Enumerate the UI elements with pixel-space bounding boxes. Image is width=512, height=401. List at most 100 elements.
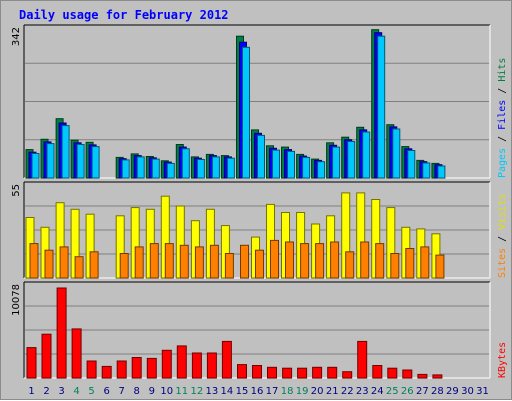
visits-sites-bar-sites-day-5 xyxy=(89,251,99,279)
x-tick-label-day-7: 7 xyxy=(119,386,125,397)
kbytes-bar-kbytes-day-4 xyxy=(71,328,82,379)
series-label-part: Visits xyxy=(497,194,508,230)
visits-sites-bar-sites-day-12 xyxy=(194,246,204,279)
visits-sites-bar-sites-day-2 xyxy=(44,249,54,279)
kbytes-bar-kbytes-day-27 xyxy=(417,373,428,379)
visits-sites-bar-sites-day-1 xyxy=(29,243,39,279)
hits-files-pages-bar-pages-day-3 xyxy=(61,125,70,179)
kbytes-bar-kbytes-day-25 xyxy=(387,367,398,379)
visits-sites-bar-sites-day-28 xyxy=(435,254,445,279)
kbytes-bar-kbytes-day-16 xyxy=(252,365,262,379)
x-tick-label-day-31: 31 xyxy=(476,386,489,397)
visits-sites-bar-sites-day-21 xyxy=(330,241,340,279)
kbytes-bar-kbytes-day-21 xyxy=(327,366,338,379)
x-tick-label-day-14: 14 xyxy=(221,386,234,397)
visits-sites-bar-sites-day-13 xyxy=(209,244,219,279)
series-label-part: Hits xyxy=(497,58,508,82)
hits-files-pages-bar-pages-day-28 xyxy=(437,165,446,179)
hits-files-pages-bar-pages-day-9 xyxy=(151,158,160,179)
x-tick-label-day-26: 26 xyxy=(401,386,414,397)
series-label-part: / xyxy=(497,230,508,248)
x-tick-label-day-1: 1 xyxy=(28,386,34,397)
hits-files-pages-bar-pages-day-17 xyxy=(272,149,280,179)
kbytes-bar-kbytes-day-8 xyxy=(131,357,142,379)
hits-files-pages-bar-pages-day-23 xyxy=(362,131,371,179)
hits-files-pages-bar-pages-day-4 xyxy=(76,144,85,179)
kbytes-bar-kbytes-day-9 xyxy=(146,357,157,379)
visits-sites-bar-sites-day-17 xyxy=(270,239,279,279)
hits-files-pages-bar-pages-day-11 xyxy=(181,148,190,179)
kbytes-bar-kbytes-day-19 xyxy=(297,367,308,379)
hits-files-pages-bar-pages-day-22 xyxy=(347,141,356,179)
x-tick-label-day-13: 13 xyxy=(206,386,219,397)
hits-files-pages-bar-pages-day-8 xyxy=(136,156,145,179)
x-tick-label-day-12: 12 xyxy=(191,386,204,397)
visits-sites-bar-sites-day-19 xyxy=(300,243,310,279)
kbytes-bar-kbytes-day-18 xyxy=(282,367,293,379)
x-tick-label-day-2: 2 xyxy=(43,386,49,397)
hits-files-pages-bar-pages-day-27 xyxy=(422,162,431,179)
kbytes-bar-kbytes-day-1 xyxy=(26,347,37,379)
kbytes-bar-kbytes-day-15 xyxy=(237,364,247,379)
kbytes-bar-kbytes-day-6 xyxy=(101,365,112,379)
kbytes-bar-kbytes-day-2 xyxy=(41,333,52,379)
series-label-part: Files xyxy=(497,100,508,130)
kbytes-ymax-label: 10078 xyxy=(11,284,22,316)
hits-files-pages-bar-pages-day-15 xyxy=(242,46,250,179)
kbytes-bar-kbytes-day-12 xyxy=(191,352,202,379)
kbytes-bar-kbytes-day-22 xyxy=(342,371,353,379)
series-label-part: / xyxy=(497,130,508,148)
visits-sites-ymax-label: 55 xyxy=(11,184,22,197)
kbytes-bar-kbytes-day-11 xyxy=(176,345,187,379)
x-tick-label-day-23: 23 xyxy=(356,386,369,397)
x-tick-label-day-5: 5 xyxy=(88,386,94,397)
visits-sites-bar-sites-day-23 xyxy=(360,241,370,279)
x-tick-label-day-11: 11 xyxy=(175,386,188,397)
x-tick-label-day-4: 4 xyxy=(73,386,79,397)
chart-title: Daily usage for February 2012 xyxy=(19,8,229,22)
hits-files-pages-bar-pages-day-12 xyxy=(196,159,205,179)
visits-sites-bar-sites-day-18 xyxy=(285,241,294,279)
kbytes-bar-kbytes-day-24 xyxy=(372,365,383,379)
hits-files-pages-series-label: Pages / Files / Hits xyxy=(497,58,508,178)
visits-sites-bar-sites-day-25 xyxy=(390,253,400,279)
hits-files-pages-bar-pages-day-16 xyxy=(257,134,265,179)
kbytes-bar-kbytes-day-17 xyxy=(267,366,277,379)
hits-files-pages-bar-pages-day-14 xyxy=(226,157,235,179)
x-tick-label-day-24: 24 xyxy=(371,386,384,397)
kbytes-bar-kbytes-day-5 xyxy=(86,360,97,379)
x-tick-label-day-25: 25 xyxy=(386,386,399,397)
kbytes-series-label: KBytes xyxy=(497,342,508,378)
visits-sites-bar-sites-day-15 xyxy=(240,244,249,279)
visits-sites-bar-sites-day-20 xyxy=(315,243,325,279)
x-tick-label-day-27: 27 xyxy=(416,386,429,397)
hits-files-pages-bar-pages-day-19 xyxy=(302,156,311,179)
hits-files-pages-bar-pages-day-24 xyxy=(377,35,386,179)
kbytes-bar-kbytes-day-13 xyxy=(206,352,217,379)
x-tick-label-day-16: 16 xyxy=(251,386,264,397)
x-tick-label-day-21: 21 xyxy=(326,386,339,397)
visits-sites-bar-sites-day-8 xyxy=(134,246,144,279)
x-tick-label-day-10: 10 xyxy=(160,386,173,397)
x-tick-label-day-15: 15 xyxy=(236,386,249,397)
visits-sites-bar-sites-day-7 xyxy=(119,253,129,279)
x-tick-label-day-20: 20 xyxy=(311,386,324,397)
visits-sites-bar-sites-day-26 xyxy=(405,248,415,279)
kbytes-bar-kbytes-day-28 xyxy=(432,374,443,379)
x-tick-label-day-8: 8 xyxy=(134,386,140,397)
kbytes-bar-kbytes-day-14 xyxy=(221,340,232,379)
series-label-part: KBytes xyxy=(497,342,508,378)
kbytes-bar-kbytes-day-26 xyxy=(402,369,413,379)
kbytes-bar-kbytes-day-23 xyxy=(357,340,368,379)
hits-files-pages-bar-pages-day-7 xyxy=(121,159,130,179)
hits-files-pages-bar-pages-day-20 xyxy=(317,161,326,179)
hits-files-pages-bar-pages-day-10 xyxy=(166,162,175,179)
hits-files-pages-bar-pages-day-5 xyxy=(91,146,100,179)
x-tick-label-day-3: 3 xyxy=(58,386,64,397)
visits-sites-bar-sites-day-16 xyxy=(255,249,264,279)
series-label-part: Sites xyxy=(497,248,508,278)
x-tick-label-day-22: 22 xyxy=(341,386,354,397)
x-tick-label-day-9: 9 xyxy=(149,386,155,397)
